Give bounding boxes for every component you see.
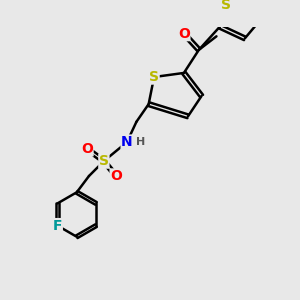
Text: N: N (121, 135, 133, 149)
Text: S: S (99, 154, 109, 168)
Text: F: F (53, 219, 62, 232)
Text: O: O (178, 27, 190, 40)
Text: S: S (220, 0, 231, 12)
Text: H: H (136, 137, 145, 147)
Text: S: S (149, 70, 159, 84)
Text: O: O (81, 142, 93, 156)
Text: O: O (110, 169, 122, 183)
